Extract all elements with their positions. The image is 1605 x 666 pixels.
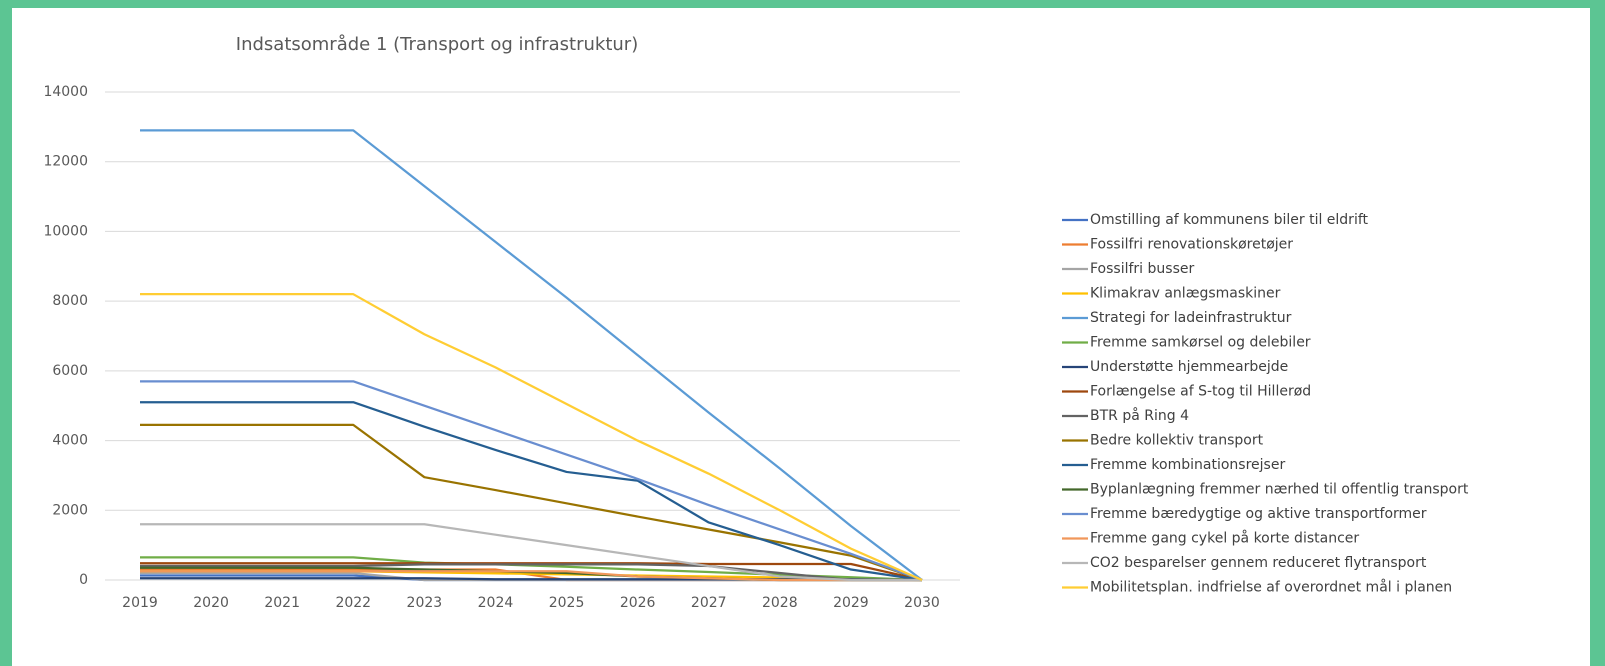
series-line [140,401,923,582]
legend-label: Fremme samkørsel og delebiler [1090,335,1311,351]
series-line [140,380,923,582]
legend-label: Bedre kollektiv transport [1090,433,1264,449]
series-line [140,563,922,582]
y-tick-label: 8000 [52,293,88,309]
series-line [140,293,923,582]
y-tick-label: 4000 [52,433,88,449]
series-line [140,523,922,582]
y-tick-label: 2000 [52,502,88,518]
x-tick-label: 2024 [478,595,514,611]
x-tick-label: 2030 [904,595,940,611]
y-tick-label: 0 [79,572,88,588]
legend-label: Fremme bæredygtige og aktive transportfo… [1090,506,1427,522]
legend-label: Klimakrav anlægsmaskiner [1090,286,1281,302]
chart-title: Indsatsområde 1 (Transport og infrastruk… [236,34,638,55]
legend-label: Fremme kombinationsrejser [1090,457,1285,473]
chart: Indsatsområde 1 (Transport og infrastruk… [12,8,1590,666]
x-tick-label: 2027 [691,595,727,611]
y-tick-label: 10000 [43,223,88,239]
x-tick-label: 2028 [762,595,798,611]
series-line [140,129,923,581]
legend-label: BTR på Ring 4 [1090,407,1189,424]
legend-label: Fremme gang cykel på korte distancer [1090,530,1359,547]
x-tick-label: 2023 [407,595,443,611]
series-line [140,570,922,582]
series-line [140,423,923,582]
legend-label: Fossilfri busser [1090,261,1194,277]
x-tick-label: 2026 [620,595,656,611]
x-tick-label: 2022 [335,595,371,611]
x-tick-label: 2029 [833,595,869,611]
legend-label: CO2 besparelser gennem reduceret flytran… [1090,555,1427,571]
x-tick-label: 2020 [193,595,229,611]
y-tick-label: 12000 [43,154,88,170]
y-tick-label: 6000 [52,363,88,379]
legend-label: Fossilfri renovationskøretøjer [1090,237,1293,253]
x-tick-label: 2025 [549,595,585,611]
legend-label: Byplanlægning fremmer nærhed til offentl… [1090,482,1469,498]
x-tick-label: 2019 [122,595,158,611]
legend-label: Omstilling af kommunens biler til eldrif… [1090,212,1369,228]
legend-label: Forlængelse af S-tog til Hillerød [1090,384,1311,400]
x-tick-label: 2021 [264,595,300,611]
legend-label: Mobilitetsplan. indfrielse af overordnet… [1090,579,1452,596]
y-tick-label: 14000 [43,84,88,100]
legend-label: Understøtte hjemmearbejde [1090,359,1288,375]
legend-label: Strategi for ladeinfrastruktur [1090,310,1292,326]
